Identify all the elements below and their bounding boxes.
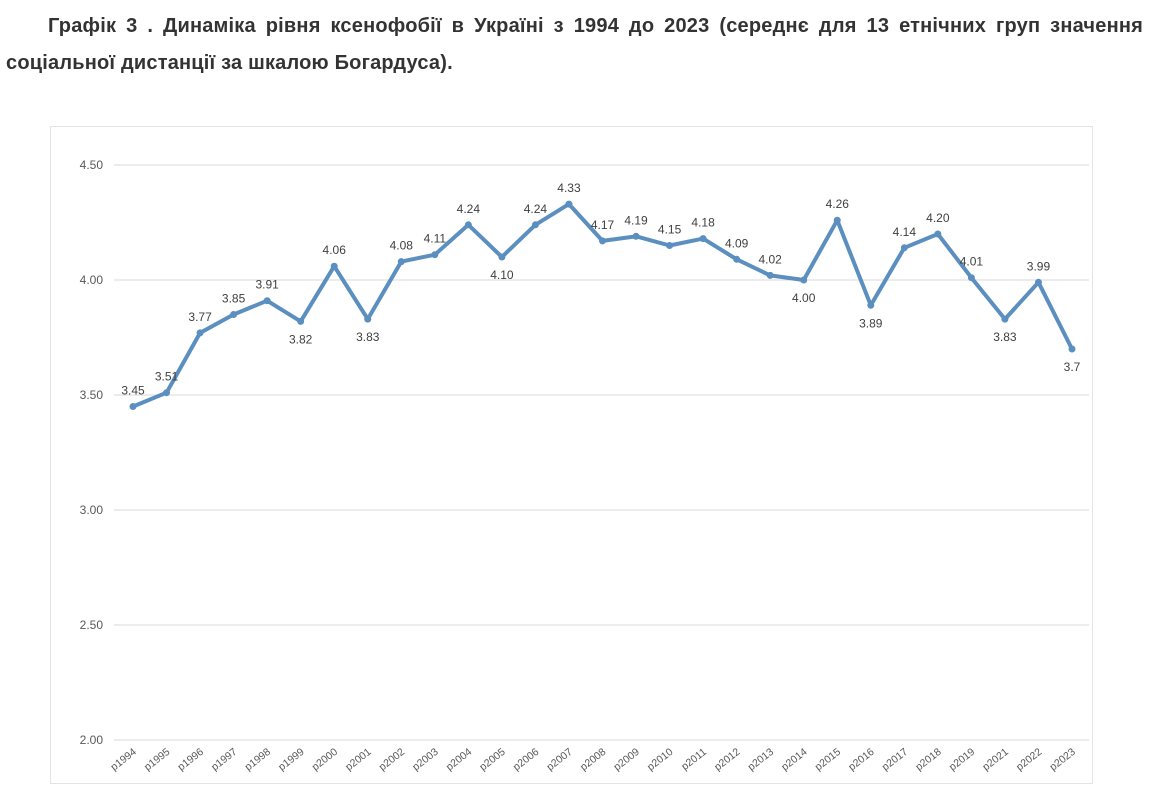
x-tick-label: р2014 [779, 746, 810, 774]
y-tick-label: 4.50 [80, 158, 104, 172]
data-point [967, 274, 975, 282]
data-point [330, 262, 338, 270]
data-point [263, 297, 271, 305]
data-point [800, 276, 808, 284]
data-label: 4.00 [792, 291, 816, 305]
data-point [531, 221, 539, 229]
data-label: 4.08 [390, 239, 414, 253]
x-tick-label: р2004 [444, 746, 475, 774]
y-tick-label: 3.50 [80, 388, 104, 402]
x-tick-label: р2021 [980, 746, 1011, 774]
data-label: 4.19 [624, 213, 648, 227]
data-label: 3.7 [1064, 360, 1081, 374]
x-tick-label: р2001 [343, 746, 374, 774]
data-point [766, 271, 774, 279]
chart-heading: Графік 3 . Динаміка рівня ксенофобії в У… [6, 15, 1143, 74]
data-point [565, 200, 573, 208]
x-tick-label: р1995 [142, 746, 173, 774]
data-label: 3.51 [155, 370, 179, 384]
x-tick-label: р2022 [1014, 746, 1045, 774]
data-label: 3.91 [255, 278, 279, 292]
series-line [131, 202, 1074, 409]
data-point [196, 329, 204, 337]
data-label: 4.11 [424, 232, 447, 246]
data-point [230, 311, 238, 318]
data-point [833, 216, 841, 224]
x-tick-label: р2012 [712, 746, 743, 774]
x-tick-label: р1994 [108, 746, 139, 774]
data-point [666, 242, 674, 249]
data-label: 4.10 [490, 268, 514, 282]
x-tick-label: р2005 [477, 746, 508, 774]
data-point [464, 221, 472, 229]
data-label: 4.06 [323, 243, 347, 257]
data-point [632, 232, 640, 240]
data-point [699, 235, 707, 243]
data-label: 4.20 [926, 211, 950, 225]
x-tick-label: р2018 [913, 746, 944, 774]
x-tick-label: р2013 [746, 746, 777, 774]
data-point [163, 389, 171, 397]
data-label: 4.02 [758, 252, 782, 266]
y-tick-label: 2.50 [80, 618, 104, 632]
x-tick-label: р1999 [276, 746, 307, 774]
data-label: 3.99 [1027, 259, 1051, 273]
data-label: 4.24 [457, 202, 481, 216]
data-point [364, 315, 372, 323]
x-tick-label: р2016 [846, 746, 877, 774]
y-tick-label: 3.00 [80, 503, 104, 517]
data-point [397, 258, 405, 266]
x-tick-label: р1997 [209, 746, 240, 774]
data-label: 4.14 [893, 225, 917, 239]
data-label: 4.17 [591, 218, 615, 232]
x-tick-label: р1998 [243, 746, 274, 774]
data-label: 4.01 [960, 255, 984, 269]
data-label: 3.85 [222, 292, 246, 306]
x-tick-label: р2003 [410, 746, 441, 774]
data-label: 4.18 [691, 216, 715, 230]
data-label: 3.82 [289, 332, 313, 346]
x-tick-label: р2009 [611, 746, 642, 774]
data-label: 3.89 [859, 316, 883, 330]
chart-area: 2.00 2.50 3.00 3.50 4.00 4.50 р1994 р1995 р1996 р… [50, 126, 1093, 784]
x-tick-label: р2000 [310, 746, 341, 774]
x-tick-label: р2002 [377, 746, 408, 774]
data-point [867, 301, 875, 309]
x-tick-label: р2008 [578, 746, 609, 774]
x-tick-label: р2007 [544, 746, 575, 774]
data-label: 4.33 [557, 181, 581, 195]
data-point [934, 230, 942, 238]
x-tick-label: р2011 [679, 746, 709, 773]
data-point [498, 253, 506, 261]
data-label: 3.83 [356, 330, 380, 344]
data-label: 3.77 [188, 310, 212, 324]
data-label: 4.24 [524, 202, 548, 216]
data-label: 3.83 [993, 330, 1017, 344]
data-label: 3.45 [121, 384, 145, 398]
data-point [733, 255, 741, 263]
data-point [1034, 278, 1042, 286]
data-point [900, 244, 908, 252]
x-tick-label: р2010 [645, 746, 676, 774]
x-tick-label: р2017 [880, 746, 911, 774]
x-tick-label: р2019 [947, 746, 978, 774]
data-label: 4.15 [658, 223, 682, 237]
data-point [599, 237, 606, 245]
x-tick-label: р2015 [813, 746, 844, 774]
x-tick-label: р1996 [176, 746, 207, 774]
data-label: 4.26 [826, 197, 850, 211]
y-tick-label: 2.00 [80, 733, 104, 747]
x-tick-label: р2023 [1047, 746, 1078, 774]
data-point [1068, 345, 1076, 353]
data-point [297, 317, 305, 325]
x-tick-label: р2006 [511, 746, 542, 774]
y-tick-label: 4.00 [80, 273, 104, 287]
data-label: 4.09 [725, 236, 749, 250]
data-point [1001, 315, 1009, 323]
data-point [431, 251, 439, 259]
data-point [129, 403, 137, 410]
